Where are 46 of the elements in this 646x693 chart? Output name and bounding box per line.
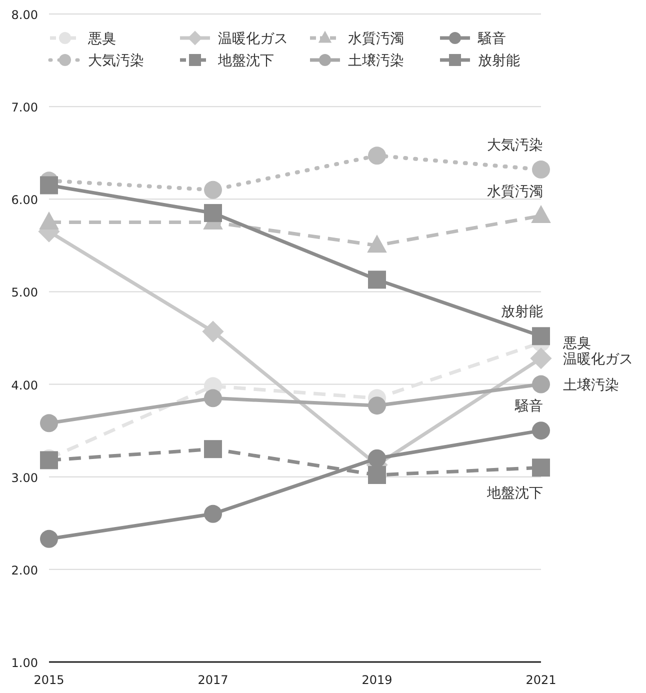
legend-label: 土壌汚染 [348, 53, 404, 69]
point [368, 146, 386, 165]
annotation: 地盤沈下 [486, 486, 543, 502]
annotation: 騒音 [514, 398, 543, 415]
point [532, 375, 550, 394]
point [204, 180, 222, 199]
y-tick-label: 5.00 [11, 286, 38, 300]
point [368, 396, 386, 415]
annotation: 温暖化ガス [563, 351, 633, 368]
y-tick-label: 8.00 [11, 8, 38, 22]
x-tick-label: 2021 [526, 673, 556, 687]
point [532, 160, 550, 179]
x-tick-label: 2017 [198, 673, 228, 687]
y-tick-label: 7.00 [11, 100, 38, 115]
point [532, 422, 550, 440]
annotation: 悪臭 [562, 336, 591, 352]
point [530, 348, 552, 370]
legend-label: 温暖化ガス [218, 31, 288, 47]
point [40, 176, 58, 194]
x-tick-label: 2019 [362, 673, 392, 687]
annotation: 土壌汚染 [563, 377, 619, 394]
legend-label: 水質汚濁 [348, 31, 404, 47]
legend-label: 地盤沈下 [217, 53, 274, 69]
x-tick-label: 2015 [34, 673, 64, 687]
annotation: 大気汚染 [487, 138, 543, 154]
annotation: 水質汚濁 [487, 184, 543, 200]
point [204, 389, 222, 408]
point [532, 327, 550, 346]
y-tick-label: 2.00 [11, 563, 38, 578]
annotation: 放射能 [501, 304, 543, 320]
legend-label: 放射能 [478, 53, 520, 69]
y-tick-label: 6.00 [11, 193, 38, 208]
point [204, 504, 222, 523]
point [204, 204, 222, 222]
point [202, 320, 224, 342]
y-tick-label: 3.00 [11, 470, 38, 485]
point [40, 530, 58, 548]
point [532, 458, 550, 477]
y-tick-label: 1.00 [11, 656, 38, 670]
point [368, 270, 386, 289]
legend-label: 大気汚染 [88, 53, 144, 69]
y-tick-label: 4.00 [11, 378, 38, 392]
point [40, 414, 58, 432]
legend-label: 悪臭 [87, 31, 116, 47]
legend-label: 騒音 [477, 31, 506, 47]
point [204, 440, 222, 458]
